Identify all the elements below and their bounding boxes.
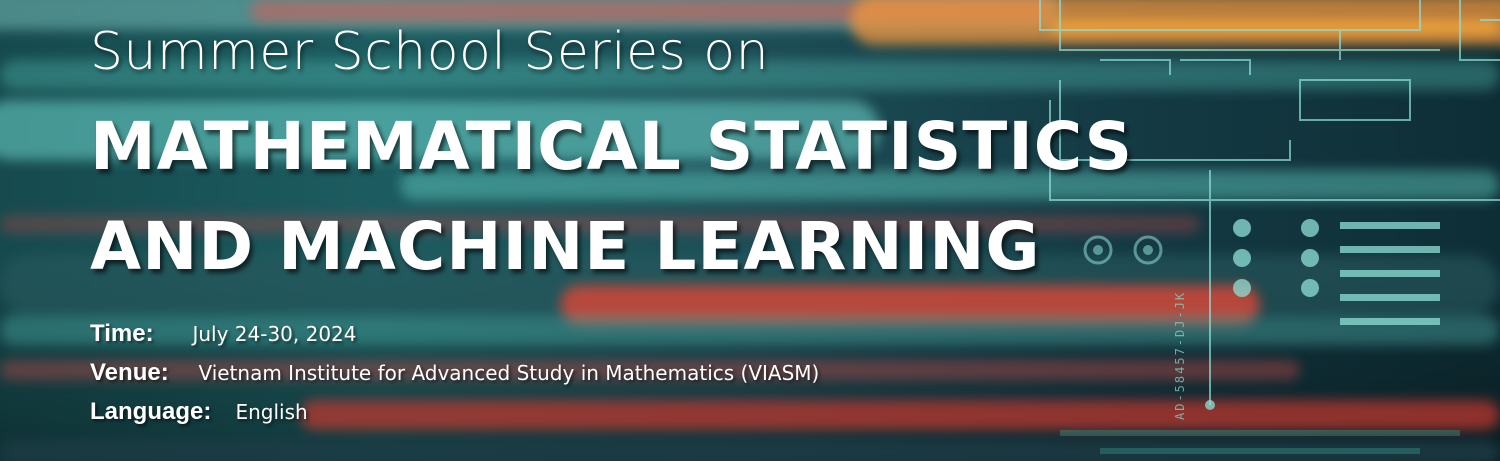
time-value: July 24-30, 2024 xyxy=(192,322,357,346)
venue-label: Venue: xyxy=(90,359,169,386)
venue-row: Venue: Vietnam Institute for Advanced St… xyxy=(90,359,819,387)
time-label: Time: xyxy=(90,320,154,347)
venue-value: Vietnam Institute for Advanced Study in … xyxy=(198,361,820,385)
time-row: Time: July 24-30, 2024 xyxy=(90,320,357,348)
banner-title-line-2: AND MACHINE LEARNING xyxy=(90,208,1041,285)
banner-subtitle: Summer School Series on xyxy=(90,22,770,82)
language-value: English xyxy=(235,400,308,424)
language-label: Language: xyxy=(90,398,212,425)
banner-title-line-1: MATHEMATICAL STATISTICS xyxy=(90,108,1134,185)
language-row: Language: English xyxy=(90,398,308,426)
background-code-text: AD-58457-DJ-JK xyxy=(1173,290,1187,420)
